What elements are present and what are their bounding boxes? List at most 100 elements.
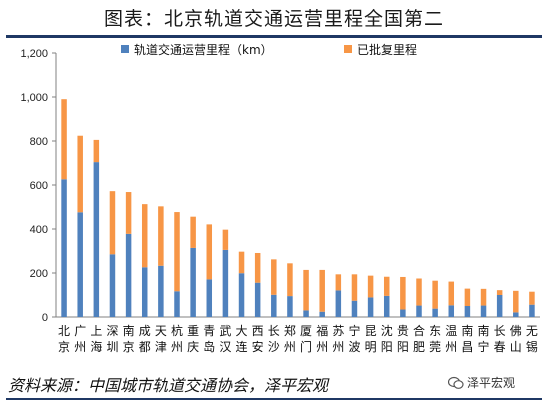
bar-operating [400, 309, 406, 317]
x-tick-label: 东 [429, 324, 441, 338]
bar-approved [335, 274, 342, 291]
bar-operating [351, 300, 358, 317]
bar-operating [448, 305, 455, 317]
bar-approved [383, 276, 390, 296]
x-tick-label: 汉 [219, 340, 231, 354]
x-tick-label: 岛 [203, 339, 215, 354]
bar-approved [319, 269, 325, 312]
x-tick-label: 都 [139, 340, 151, 354]
x-tick-label: 温 [445, 324, 457, 338]
x-tick-label: 阳 [381, 340, 393, 354]
x-tick-label: 莞 [429, 340, 441, 354]
bar-operating [238, 273, 245, 317]
x-tick-label: 州 [316, 340, 328, 354]
bar-approved [93, 139, 100, 163]
x-tick-label: 佛 [510, 324, 522, 338]
x-tick-label: 京 [123, 340, 135, 354]
x-tick-label: 南 [461, 323, 473, 338]
y-tick-label: 800 [30, 136, 48, 148]
x-tick-label: 上 [90, 324, 102, 338]
x-tick-label: 海 [90, 339, 102, 354]
bar-approved [61, 99, 67, 180]
bar-operating [61, 179, 67, 317]
bar-operating [125, 233, 132, 317]
x-tick-label: 长 [494, 324, 506, 338]
bar-operating [109, 254, 116, 317]
y-tick-label: 400 [30, 224, 48, 236]
watermark-text: 泽平宏观 [467, 376, 516, 390]
x-tick-label: 宁 [478, 339, 490, 354]
bar-operating [416, 305, 422, 317]
y-tick-label: 1,200 [20, 48, 48, 60]
x-tick-label: 阳 [397, 340, 409, 354]
bar-approved [125, 192, 132, 234]
footer-divider [6, 398, 542, 400]
bar-approved [287, 263, 293, 297]
x-tick-label: 合 [413, 323, 425, 338]
bar-operating [464, 306, 471, 317]
x-tick-label: 津 [155, 340, 167, 354]
x-tick-label: 州 [284, 340, 296, 354]
bar-operating [335, 290, 342, 317]
x-tick-label: 山 [510, 340, 522, 354]
bar-approved [416, 278, 422, 306]
bar-approved [351, 274, 358, 301]
bar-operating [141, 267, 148, 317]
x-tick-label: 重 [187, 324, 199, 338]
x-tick-label: 波 [348, 340, 360, 354]
x-tick-label: 州 [332, 340, 344, 354]
x-tick-label: 昌 [461, 340, 473, 354]
x-tick-label: 南 [123, 323, 135, 338]
bar-operating [496, 295, 503, 317]
x-tick-label: 杭 [171, 323, 183, 338]
x-tick-label: 宁 [348, 323, 360, 338]
bar-operating [93, 162, 100, 317]
x-tick-label: 州 [74, 340, 86, 354]
chart-title: 图表：北京轨道交通运营里程全国第二 [103, 8, 444, 30]
bar-approved [513, 290, 519, 313]
x-tick-label: 明 [365, 340, 377, 354]
x-tick-label: 京 [58, 340, 70, 354]
bar-approved [529, 291, 535, 305]
x-tick-label: 福 [316, 323, 328, 338]
x-tick-label: 北 [58, 324, 70, 338]
x-tick-label: 长 [268, 324, 280, 338]
bar-operating [432, 308, 438, 317]
x-tick-label: 贵 [397, 324, 409, 338]
y-tick-label: 1,000 [20, 92, 48, 104]
legend-swatch [344, 45, 352, 53]
x-tick-label: 州 [171, 340, 183, 354]
x-tick-label: 大 [236, 324, 248, 338]
bar-operating [174, 291, 180, 317]
x-tick-label: 成 [139, 324, 151, 338]
y-tick-label: 200 [30, 268, 48, 280]
watermark: 泽平宏观 [448, 374, 515, 391]
bar-operating [383, 295, 390, 317]
bar-operating [319, 311, 325, 317]
x-tick-label: 昆 [365, 324, 377, 338]
bar-operating [222, 249, 229, 317]
bar-approved [158, 206, 164, 266]
bar-operating [480, 305, 487, 317]
bar-approved [238, 251, 245, 274]
bar-approved [271, 259, 277, 295]
x-tick-label: 庆 [187, 340, 199, 354]
x-tick-label: 无 [526, 324, 538, 338]
x-tick-label: 深 [106, 324, 118, 338]
title-divider [6, 35, 542, 38]
source-note: 资料来源：中国城市轨道交通协会，泽平宏观 [8, 376, 329, 395]
bar-approved [190, 216, 196, 248]
bar-approved [141, 204, 148, 268]
bar-approved [480, 288, 487, 306]
x-tick-label: 郑 [284, 323, 296, 338]
bar-approved [400, 276, 406, 310]
x-tick-label: 沙 [268, 340, 280, 354]
bar-approved [109, 191, 116, 255]
x-tick-label: 圳 [106, 340, 118, 354]
x-tick-label: 安 [252, 339, 264, 354]
bar-approved [174, 212, 180, 292]
bar-approved [496, 290, 503, 295]
bar-operating [367, 297, 374, 317]
bar-approved [222, 229, 229, 250]
x-tick-label: 门 [300, 339, 312, 354]
